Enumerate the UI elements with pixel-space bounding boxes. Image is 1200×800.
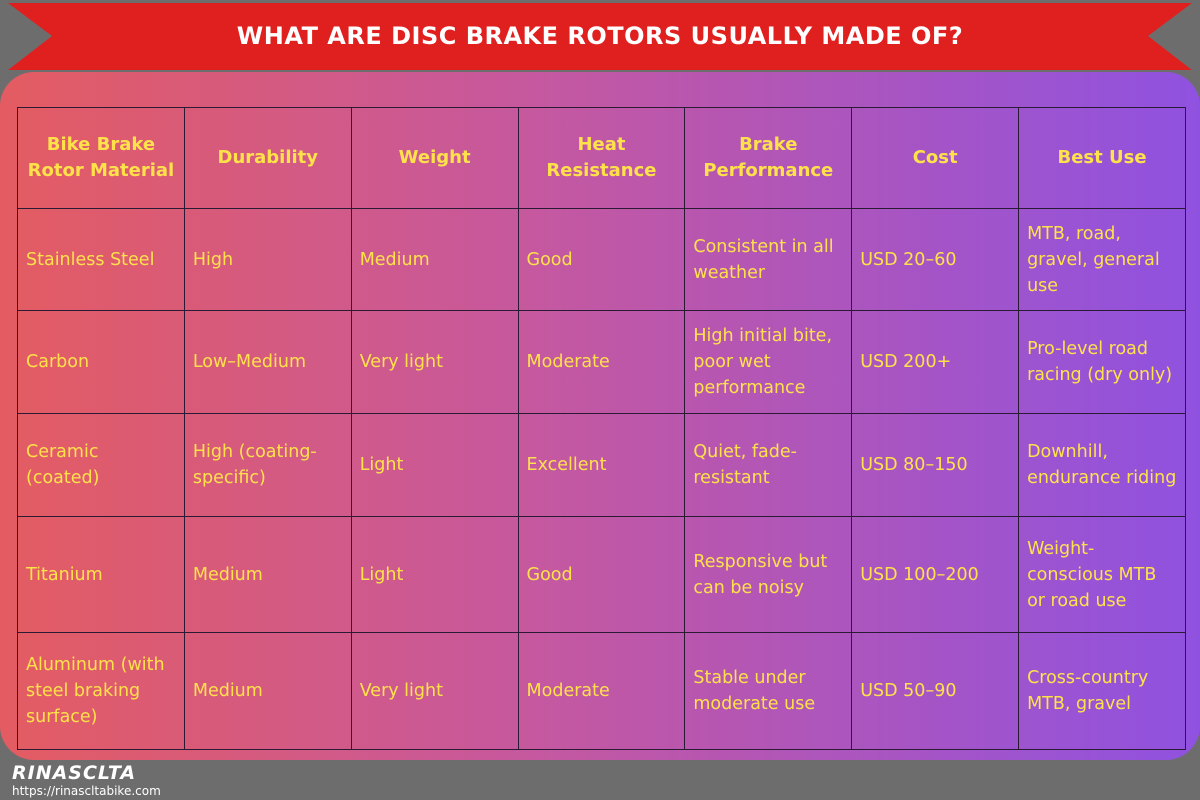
column-header: Weight	[350, 107, 519, 209]
table-cell: Low–Medium	[183, 310, 352, 414]
header-row: Bike Brake Rotor Material Durability Weigh…	[17, 107, 1186, 209]
table-cell: Good	[517, 208, 686, 311]
title: WHAT ARE DISC BRAKE ROTORS USUALLY MADE …	[236, 22, 964, 50]
table-cell: Good	[517, 516, 686, 633]
table: Bike Brake Rotor Material Durability Weigh…	[17, 107, 1186, 750]
column-header: Cost	[851, 107, 1020, 209]
table-cell: High	[183, 208, 352, 311]
table-cell: Stable under moderate use	[684, 632, 853, 750]
table-cell: Aluminum (with steel braking surface)	[17, 632, 185, 750]
table-cell: MTB, road, gravel, general use	[1018, 208, 1186, 311]
title-banner	[8, 3, 1192, 70]
table-cell: Weight-conscious MTB or road use	[1018, 516, 1186, 633]
table-cell: Carbon	[17, 310, 185, 414]
table-cell: Medium	[183, 516, 352, 633]
column-header: Best Use	[1018, 107, 1186, 209]
table-cell: Titanium	[17, 516, 185, 633]
table-cell: USD 80–150	[851, 413, 1020, 517]
table-cell: USD 200+	[851, 310, 1020, 414]
table-cell: USD 20–60	[851, 208, 1020, 311]
table-cell: Moderate	[517, 632, 686, 750]
table-cell: Excellent	[517, 413, 686, 517]
table-cell: Pro-level road racing (dry only)	[1018, 310, 1186, 414]
table-cell: High initial bite, poor wet performance	[684, 310, 853, 414]
site-url: https://rinascltabike.com	[12, 784, 161, 798]
table-cell: High (coating-specific)	[183, 413, 352, 517]
table-cell: Downhill, endurance riding	[1018, 413, 1186, 517]
table-row: Ceramic (coated) High (coating-specific) L…	[17, 413, 1186, 517]
column-header: Brake Performance	[684, 107, 853, 209]
table-cell: USD 100–200	[851, 516, 1020, 633]
table-cell: Very light	[350, 310, 519, 414]
table-cell: Very light	[350, 632, 519, 750]
table-cell: Moderate	[517, 310, 686, 414]
table-cell: Light	[350, 413, 519, 517]
table-cell: USD 50–90	[851, 632, 1020, 750]
column-header: Bike Brake Rotor Material	[17, 107, 185, 209]
table-cell: Stainless Steel	[17, 208, 185, 311]
table-cell: Quiet, fade-resistant	[684, 413, 853, 517]
table-cell: Medium	[183, 632, 352, 750]
table-row: Titanium Medium Light Good Responsive but ca…	[17, 516, 1186, 633]
table-cell: Medium	[350, 208, 519, 311]
table-cell: Responsive but can be noisy	[684, 516, 853, 633]
table-cell: Consistent in all weather	[684, 208, 853, 311]
column-header: Durability	[183, 107, 352, 209]
table-cell: Cross-country MTB, gravel	[1018, 632, 1186, 750]
column-header: Heat Resistance	[517, 107, 686, 209]
table-cell: Light	[350, 516, 519, 633]
table-row: Aluminum (with steel braking surface) Med…	[17, 632, 1186, 750]
brand-logo: RINASCLTA	[12, 762, 137, 784]
table-cell: Ceramic (coated)	[17, 413, 185, 517]
table-row: Carbon Low–Medium Very light Moderate High i…	[17, 310, 1186, 414]
table-row: Stainless Steel High Medium Good Consistent …	[17, 208, 1186, 311]
banner-ribbon	[8, 3, 1192, 70]
